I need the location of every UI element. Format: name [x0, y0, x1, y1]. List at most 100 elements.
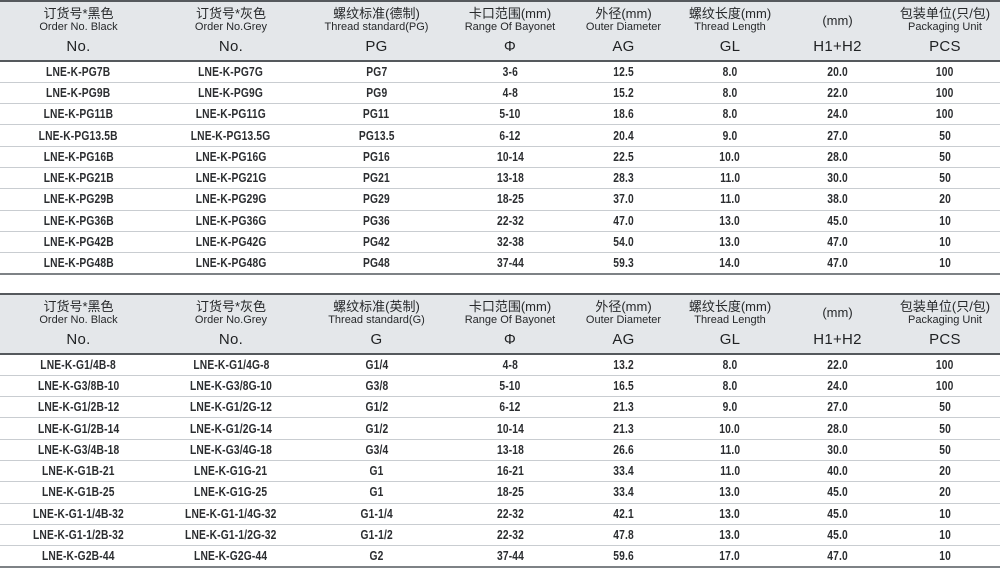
header-label-en: Outer Diameter	[585, 313, 662, 326]
table-cell: LNE-K-PG48G	[157, 252, 305, 275]
header-label-cn: 卡口范围(mm)	[468, 6, 552, 21]
table-row: LNE-K-G2B-44 LNE-K-G2G-44 G2 37-44 59.6 17.0 4…	[0, 545, 1000, 568]
cell-value: 45.0	[827, 527, 848, 542]
header-label-en: Order No. Black	[39, 21, 118, 33]
header-label-en: Thread Length	[694, 21, 766, 33]
header-cell--: 卡口范围(mm) Range Of Bayonet Φ	[448, 292, 572, 355]
header-cell-no-: 订货号*黑色 Order No. Black No.	[0, 0, 157, 62]
table-cell: 32-38	[448, 231, 572, 254]
cell-value: G1	[369, 485, 384, 500]
header-title: (mm)	[785, 295, 890, 329]
table-cell: 3-6	[448, 61, 572, 83]
cell-value: LNE-K-G1-1/2G-32	[185, 527, 277, 542]
header-title: 螺纹标准(英制) Thread standard(G)	[305, 295, 448, 329]
header-symbol: GL	[719, 38, 741, 55]
cell-value: 9.0	[722, 400, 738, 415]
cell-value: PG7	[365, 64, 388, 79]
cell-value: 27.0	[827, 128, 848, 143]
cell-value: LNE-K-G1G-21	[194, 464, 268, 479]
cell-value: 18.6	[613, 107, 634, 122]
header-label-en: Range Of Bayonet	[464, 21, 556, 33]
table-cell: 100	[890, 375, 1000, 398]
cell-value: LNE-K-PG13.5B	[38, 128, 119, 143]
header-cell--: 卡口范围(mm) Range Of Bayonet Φ	[448, 0, 572, 62]
cell-value: 37-44	[496, 549, 524, 564]
table-cell: G1/4	[305, 353, 448, 376]
cell-value: 38.0	[827, 192, 848, 207]
table-cell: LNE-K-G1/2B-12	[0, 396, 157, 419]
cell-value: LNE-K-G1-1/4G-32	[185, 506, 277, 521]
table-cell: 20	[890, 188, 1000, 211]
header-title: 包装单位(只/包) Packaging Unit	[890, 295, 1000, 329]
header-label-en: Outer Diameter	[585, 21, 662, 33]
table-cell: 50	[890, 146, 1000, 168]
header-label-en: Range Of Bayonet	[464, 313, 556, 326]
header-symbol: AG	[612, 330, 635, 348]
cell-value: LNE-K-G1-1/2B-32	[33, 527, 124, 542]
cell-value: LNE-K-PG11B	[43, 107, 114, 122]
table-cell: LNE-K-G3/8G-10	[157, 375, 305, 398]
table-cell: 8.0	[675, 353, 785, 376]
header-row: 订货号*黑色 Order No. Black No. 订货号*灰色 Order No.G…	[0, 292, 1000, 355]
cell-value: 21.3	[613, 400, 634, 415]
cell-value: LNE-K-PG48B	[43, 256, 114, 271]
cell-value: 5-10	[499, 107, 521, 122]
pg-spec-table: 订货号*黑色 Order No. Black No. 订货号*灰色 Order No.G…	[0, 0, 1000, 275]
cell-value: 50	[939, 400, 951, 415]
header-label-en: Packaging Unit	[908, 21, 982, 33]
cell-value: 59.3	[613, 256, 634, 271]
table-cell: 6-12	[448, 396, 572, 419]
cell-value: 50	[939, 171, 951, 186]
header-title: 螺纹标准(德制) Thread standard(PG)	[305, 2, 448, 36]
cell-value: 40.0	[827, 464, 848, 479]
table-row: LNE-K-PG42B LNE-K-PG42G PG42 32-38 54.0 13.0 4…	[0, 231, 1000, 254]
cell-value: 13.0	[719, 485, 741, 500]
header-cell-no-: 订货号*灰色 Order No.Grey No.	[157, 0, 305, 62]
table-row: LNE-K-PG48B LNE-K-PG48G PG48 37-44 59.3 14.0 4…	[0, 252, 1000, 275]
table-cell: LNE-K-PG11B	[0, 103, 157, 126]
header-label-en: Thread standard(G)	[328, 313, 425, 326]
cell-value: LNE-K-PG16B	[43, 149, 114, 164]
table-cell: LNE-K-PG16G	[157, 146, 305, 168]
table-cell: 20.0	[785, 61, 890, 83]
g-table-header: 订货号*黑色 Order No. Black No. 订货号*灰色 Order No.G…	[0, 292, 1000, 355]
header-symbol: AG	[612, 38, 635, 55]
header-title: (mm)	[785, 2, 890, 36]
table-cell: 54.0	[572, 231, 675, 254]
table-cell: LNE-K-PG9G	[157, 82, 305, 105]
cell-value: PG9	[365, 85, 388, 100]
table-cell: 10	[890, 210, 1000, 232]
table-cell: LNE-K-PG16B	[0, 146, 157, 168]
cell-value: LNE-K-PG9G	[198, 85, 264, 100]
table-cell: LNE-K-PG48B	[0, 252, 157, 275]
table-cell: LNE-K-PG36G	[157, 210, 305, 232]
cell-value: 20	[939, 464, 951, 479]
header-label-en: Thread standard(PG)	[324, 21, 429, 33]
cell-value: 6-12	[499, 128, 521, 143]
table-row: LNE-K-PG29B LNE-K-PG29G PG29 18-25 37.0 11.0 3…	[0, 188, 1000, 211]
cell-value: 50	[939, 128, 951, 143]
cell-value: LNE-K-G1G-25	[194, 485, 268, 500]
cell-value: 59.6	[613, 549, 634, 564]
table-cell: PG29	[305, 188, 448, 211]
cell-value: 15.2	[613, 85, 634, 100]
g-table-body: LNE-K-G1/4B-8 LNE-K-G1/4G-8 G1/4 4-8 13.2 8.0…	[0, 353, 1000, 568]
cell-value: 45.0	[827, 506, 848, 521]
table-cell: 10-14	[448, 417, 572, 440]
table-cell: LNE-K-PG21G	[157, 167, 305, 190]
table-cell: 8.0	[675, 375, 785, 398]
header-symbol: Φ	[503, 38, 517, 55]
table-cell: PG13.5	[305, 124, 448, 147]
table-cell: 13.0	[675, 524, 785, 547]
table-cell: 11.0	[675, 188, 785, 211]
table-row: LNE-K-G1/2B-12 LNE-K-G1/2G-12 G1/2 6-12 21.3…	[0, 396, 1000, 419]
table-cell: 22.5	[572, 146, 675, 168]
cell-value: 10	[939, 235, 951, 250]
cell-value: PG42	[363, 235, 390, 250]
table-row: LNE-K-G1/2B-14 LNE-K-G1/2G-14 G1/2 10-14 21.…	[0, 417, 1000, 440]
header-label-cn: 螺纹标准(英制)	[333, 298, 420, 314]
header-label-cn: 外径(mm)	[595, 298, 652, 314]
table-cell: 10	[890, 231, 1000, 254]
table-cell: 13.0	[675, 231, 785, 254]
table-cell: 10	[890, 545, 1000, 568]
